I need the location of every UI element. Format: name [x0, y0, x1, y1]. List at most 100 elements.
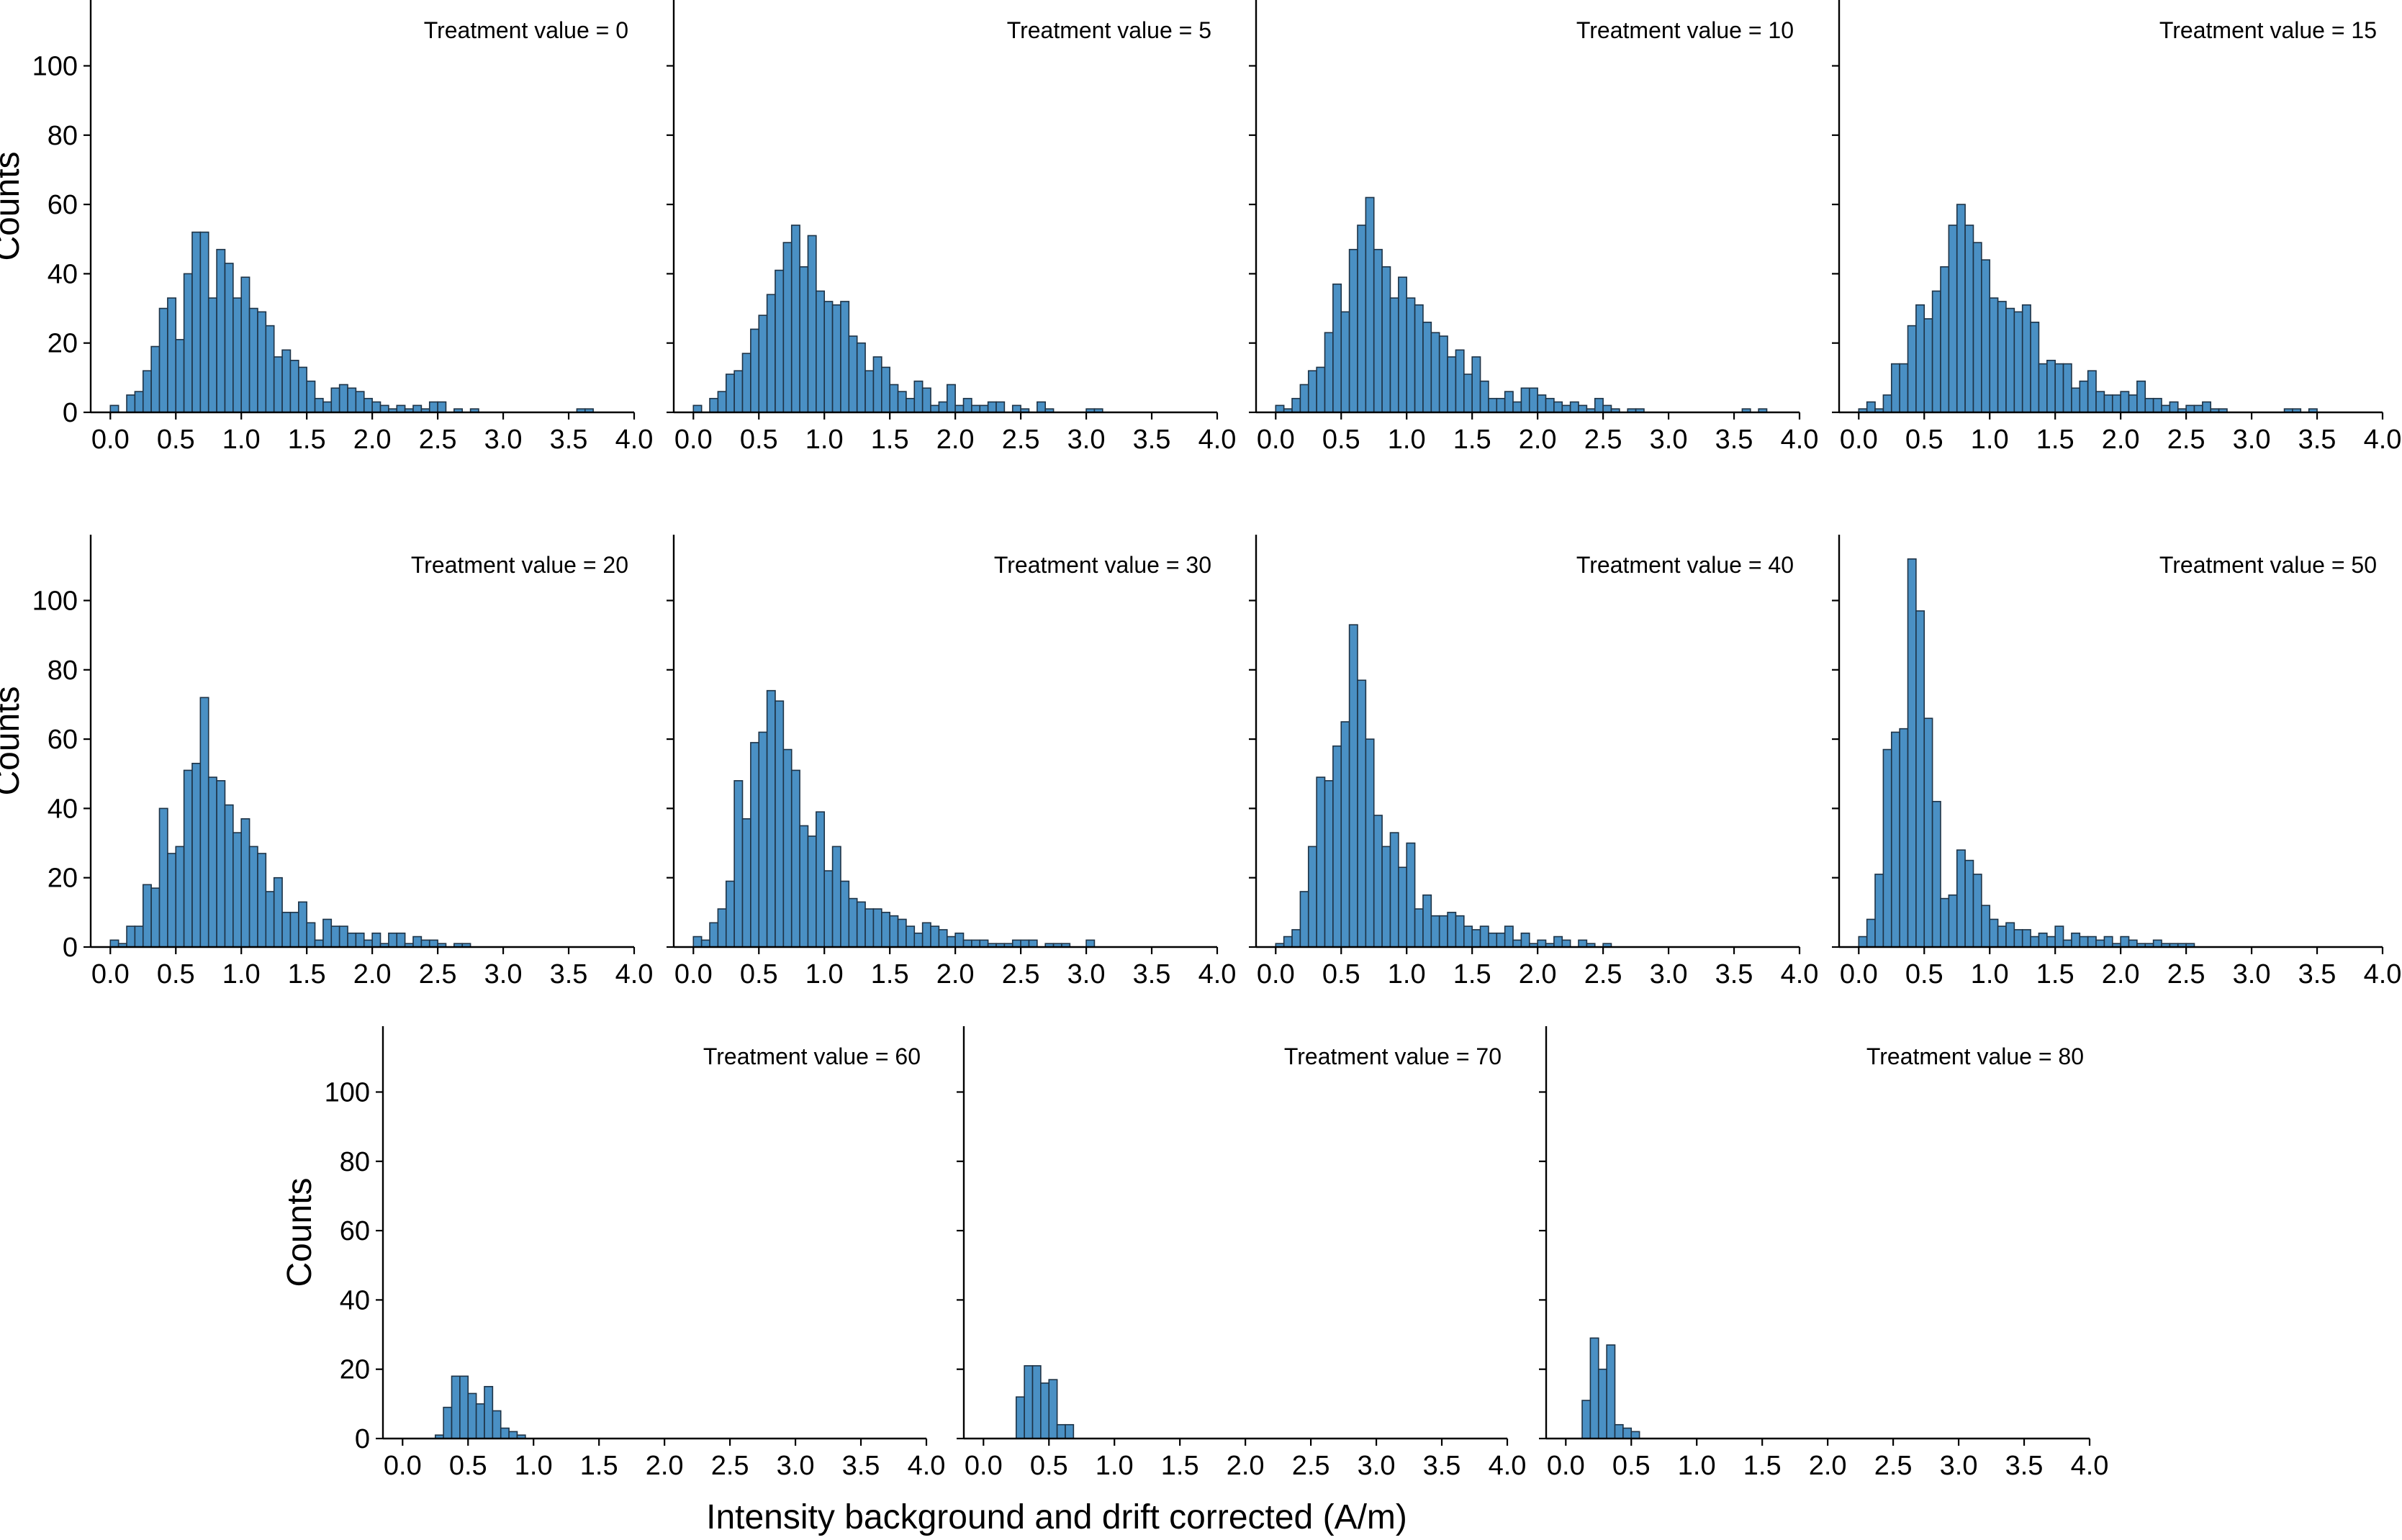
histogram-bar — [913, 932, 924, 948]
histogram-bar — [142, 884, 152, 948]
x-tick-label: 0.5 — [740, 959, 778, 989]
x-tick-label: 1.0 — [1971, 959, 2009, 989]
histogram-bar — [1553, 936, 1563, 948]
x-tick-label: 4.0 — [2364, 959, 2402, 989]
histogram-bar — [2095, 939, 2105, 948]
histogram-bar — [782, 748, 793, 948]
histogram-bar — [2062, 363, 2072, 413]
histogram-bar — [1299, 891, 1309, 948]
histogram-bar — [2030, 936, 2040, 948]
x-tick-label: 1.0 — [805, 425, 844, 455]
histogram-bar — [2013, 311, 2023, 413]
histogram-bar — [314, 939, 324, 948]
histogram-bar — [1348, 624, 1358, 948]
x-tick-label: 0.5 — [1322, 425, 1360, 455]
x-tick-label: 0.0 — [1257, 425, 1295, 455]
histogram-bar — [232, 832, 243, 948]
histogram-bar — [733, 370, 744, 413]
histogram-bar — [322, 401, 333, 413]
histogram-bar — [1455, 349, 1465, 413]
histogram-bar — [175, 846, 185, 948]
x-tick-label: 3.5 — [2298, 425, 2336, 455]
x-tick-label: 3.5 — [2298, 959, 2336, 989]
histogram-bar — [1275, 404, 1285, 413]
histogram-bar — [199, 231, 209, 413]
histogram-bar — [807, 235, 817, 413]
x-tick-label: 2.5 — [1292, 1451, 1330, 1481]
histogram-bar — [396, 932, 406, 948]
histogram-bar — [371, 401, 381, 413]
x-tick-label: 0.0 — [384, 1451, 422, 1481]
histogram-bar — [2038, 363, 2048, 413]
histogram-bar — [2038, 932, 2048, 948]
x-tick-label: 2.5 — [1584, 959, 1622, 989]
x-tick-label: 1.0 — [805, 959, 844, 989]
panel-title: Treatment value = 20 — [411, 552, 628, 578]
histogram-bar — [2054, 363, 2064, 413]
histogram-bar — [1931, 290, 1941, 413]
histogram-bar — [2071, 932, 2081, 948]
histogram-bar — [741, 818, 751, 948]
x-tick-label: 1.5 — [2036, 425, 2074, 455]
histogram-bar — [2169, 401, 2179, 413]
x-tick-label: 1.5 — [871, 959, 909, 989]
histogram-bar — [1520, 932, 1530, 948]
histogram-bar — [191, 231, 202, 413]
x-tick-label: 1.0 — [222, 959, 261, 989]
histogram-bar — [1956, 204, 1966, 413]
x-tick-label: 0.0 — [674, 959, 713, 989]
x-tick-label: 0.5 — [1905, 959, 1943, 989]
histogram-bar — [1447, 912, 1457, 948]
panel-title: Treatment value = 50 — [2159, 552, 2377, 578]
histogram-bar — [347, 932, 357, 948]
x-tick-label: 4.0 — [2071, 1451, 2109, 1481]
y-tick-label: 40 — [48, 259, 78, 289]
histogram-bar — [1997, 301, 2007, 413]
histogram-bar — [692, 936, 703, 948]
histogram-bar — [921, 387, 931, 413]
histogram-bar — [459, 1375, 469, 1439]
x-tick-label: 0.0 — [674, 425, 713, 455]
histogram-bar — [1438, 335, 1448, 413]
histogram-bar — [1504, 925, 1514, 948]
histogram-bar — [2103, 394, 2113, 413]
x-tick-label: 2.0 — [936, 425, 975, 455]
histogram-bar — [1597, 1368, 1607, 1439]
histogram-bar — [971, 939, 981, 948]
x-tick-label: 2.5 — [419, 959, 457, 989]
histogram-bar — [167, 297, 177, 413]
histogram-bar — [428, 401, 438, 413]
x-tick-label: 2.0 — [1227, 1451, 1265, 1481]
histogram-bar — [1882, 394, 1892, 413]
histogram-bar — [142, 370, 152, 413]
histogram-bar — [775, 269, 785, 413]
histogram-bar — [1956, 849, 1966, 948]
histogram-bar — [717, 391, 727, 413]
x-tick-label: 1.0 — [1388, 425, 1426, 455]
histogram-bar — [823, 870, 834, 948]
histogram-bar — [823, 301, 834, 413]
histogram-bar — [2120, 936, 2130, 948]
histogram-bar — [1488, 932, 1498, 948]
histogram-bar — [717, 908, 727, 948]
histogram-bar — [1291, 929, 1301, 948]
x-tick-label: 0.5 — [1612, 1451, 1651, 1481]
histogram-bar — [1031, 1365, 1042, 1439]
histogram-bar — [1948, 225, 1958, 413]
x-tick-label: 1.5 — [1743, 1451, 1782, 1481]
histogram-bar — [856, 901, 866, 948]
x-tick-label: 2.0 — [936, 959, 975, 989]
histogram-bar — [207, 297, 217, 413]
x-tick-label: 3.5 — [1715, 959, 1753, 989]
histogram-bar — [355, 932, 365, 948]
histogram-bar — [1307, 370, 1317, 413]
histogram-bar — [1307, 846, 1317, 948]
histogram-bar — [758, 731, 768, 948]
histogram-bar — [1915, 610, 1925, 948]
panel-title: Treatment value = 30 — [994, 552, 1211, 578]
histogram-bar — [1389, 297, 1399, 413]
x-tick-label: 1.0 — [1678, 1451, 1716, 1481]
histogram-bar — [1048, 1379, 1058, 1439]
histogram-bar — [1890, 731, 1900, 948]
